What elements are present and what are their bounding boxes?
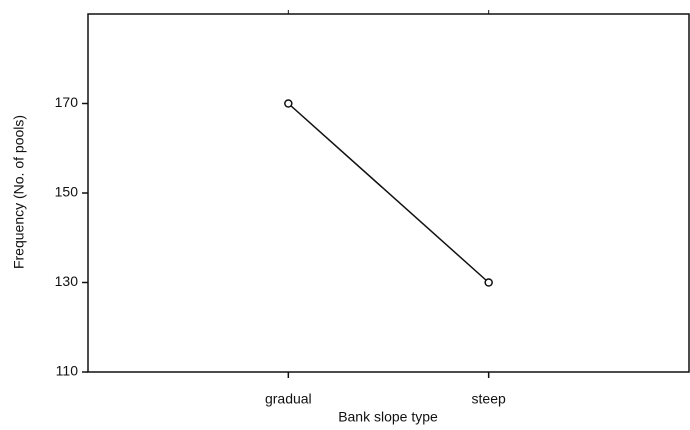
x-axis-label: Bank slope type <box>338 409 438 425</box>
y-tick-label: 170 <box>55 94 79 110</box>
data-line <box>287 102 490 284</box>
data-point <box>284 99 293 108</box>
x-tick-label: steep <box>472 391 506 407</box>
y-axis-label: Frequency (No. of pools) <box>11 115 27 269</box>
data-point <box>484 278 493 287</box>
y-tick-label: 110 <box>56 363 79 379</box>
y-tick-label: 130 <box>55 273 79 289</box>
x-tick-label: gradual <box>265 391 312 407</box>
y-tick-label: 150 <box>55 184 79 200</box>
